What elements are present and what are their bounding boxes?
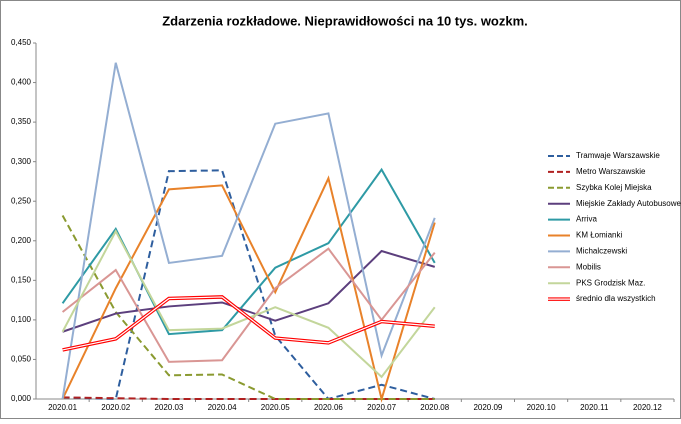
x-tick-label: 2020.02: [101, 403, 130, 412]
x-tick-label: 2020.07: [367, 403, 396, 412]
legend-label: Miejskie Zakłady Autobusowe: [576, 199, 681, 208]
legend-label: średnio dla wszystkich: [576, 294, 656, 303]
x-tick-label: 2020.04: [208, 403, 237, 412]
series-line-inner: [62, 296, 435, 351]
x-tick-label: 2020.10: [527, 403, 556, 412]
series-line: [62, 169, 436, 401]
y-tick-label: 0,350: [11, 117, 32, 126]
y-tick-label: 0,450: [11, 38, 32, 47]
series-line: [61, 214, 435, 400]
legend-label: Michalczewski: [576, 247, 627, 256]
series-line: [61, 175, 436, 403]
x-tick-label: 2020.03: [154, 403, 183, 412]
x-tick-label: 2020.12: [633, 403, 662, 412]
y-tick-label: 0,400: [11, 78, 32, 87]
y-tick-label: 0,150: [11, 275, 32, 284]
legend-label: Arriva: [576, 215, 597, 224]
y-tick-label: 0,100: [11, 315, 32, 324]
legend-label: KM Łomianki: [576, 231, 622, 240]
x-tick-label: 2020.01: [48, 403, 77, 412]
y-tick-label: 0,300: [11, 157, 32, 166]
y-tick-label: 0,050: [11, 355, 32, 364]
y-tick-label: 0,250: [11, 196, 32, 205]
legend-label: Szybka Kolej Miejska: [576, 183, 652, 192]
legend-label: PKS Grodzisk Maz.: [576, 278, 645, 287]
series-line: [61, 62, 436, 400]
y-tick-label: 0,000: [11, 394, 32, 403]
series-line: [61, 247, 436, 363]
chart-title: Zdarzenia rozkładowe. Nieprawidłowości n…: [162, 13, 528, 28]
legend-label: Tramwaje Warszawskie: [576, 151, 660, 160]
x-tick-label: 2020.09: [473, 403, 502, 412]
legend-label: Metro Warszawskie: [576, 167, 646, 176]
series-line: [62, 249, 436, 333]
y-tick-label: 0,200: [11, 236, 32, 245]
x-tick-label: 2020.05: [261, 403, 290, 412]
x-tick-label: 2020.06: [314, 403, 343, 412]
legend-label: Mobilis: [576, 262, 601, 271]
x-tick-label: 2020.08: [420, 403, 449, 412]
x-tick-label: 2020.11: [580, 403, 609, 412]
